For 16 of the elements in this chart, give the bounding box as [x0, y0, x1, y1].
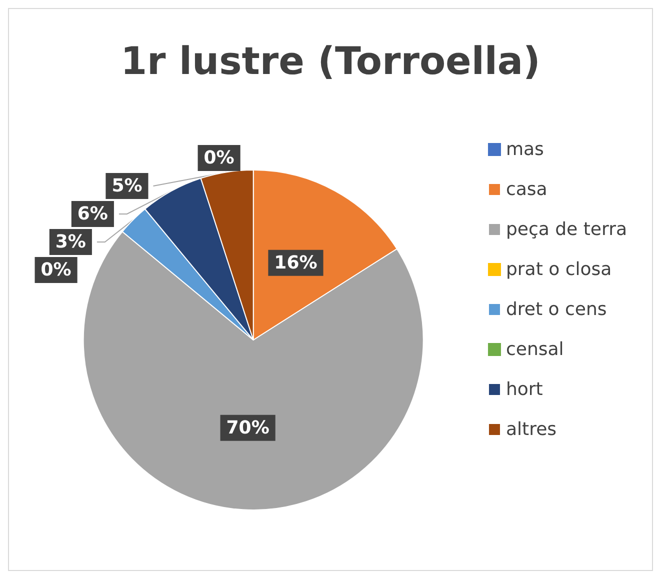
legend-label: dret o cens: [506, 299, 607, 320]
legend-label: censal: [506, 339, 564, 360]
data-label: 3%: [55, 231, 86, 252]
legend-label: mas: [506, 139, 544, 160]
text: 0%: [40, 259, 72, 280]
legend-label: prat o closa: [506, 259, 612, 280]
legend-label: hort: [506, 379, 543, 400]
data-label: 70%: [226, 417, 270, 438]
data-label: 6%: [77, 203, 108, 224]
text: 0%: [204, 147, 234, 168]
chart-title: 1r lustre (Torroella): [120, 39, 540, 83]
legend-label: casa: [506, 179, 548, 200]
legend-label: peça de terra: [506, 219, 628, 240]
legend-label: altres: [506, 419, 557, 440]
data-label: 16%: [274, 252, 318, 274]
data-label: 5%: [112, 175, 142, 196]
